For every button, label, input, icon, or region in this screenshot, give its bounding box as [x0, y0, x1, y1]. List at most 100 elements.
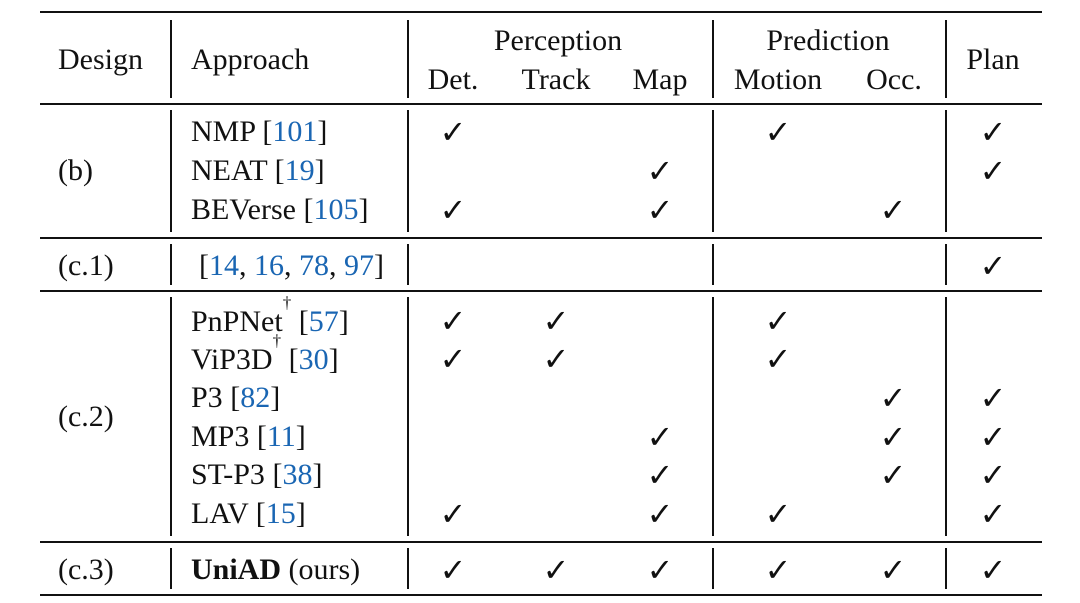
design-label: (c.2) — [58, 400, 114, 433]
column-separator — [945, 548, 947, 589]
design-label: (c.1) — [58, 249, 114, 282]
citation-link[interactable]: 78 — [299, 249, 329, 282]
approach-cell: P3 [82] — [191, 381, 281, 414]
approach-name: NEAT — [191, 154, 268, 187]
approach-suffix: (ours) — [281, 553, 361, 586]
check-mark-motion: ✓ — [764, 340, 792, 378]
column-separator — [712, 548, 714, 589]
column-separator — [945, 297, 947, 536]
header-motion: Motion — [733, 63, 823, 96]
check-mark-track: ✓ — [542, 302, 570, 340]
header-det: Det. — [427, 63, 479, 96]
check-mark-occ: ✓ — [879, 418, 907, 456]
approach-name: ST-P3 — [191, 458, 265, 491]
approach-name: NMP — [191, 115, 255, 148]
approach-name: MP3 — [191, 420, 250, 453]
approach-cell: LAV [15] — [191, 497, 306, 530]
check-mark-plan: ✓ — [979, 247, 1007, 285]
column-separator — [712, 244, 714, 285]
check-mark-motion: ✓ — [764, 113, 792, 151]
citation-link[interactable]: 101 — [272, 115, 318, 148]
group-rule-b — [40, 237, 1042, 239]
check-mark-det: ✓ — [439, 495, 467, 533]
citation-link[interactable]: 16 — [254, 249, 284, 282]
check-mark-motion: ✓ — [764, 551, 792, 589]
header-perception: Perception — [493, 24, 623, 57]
check-mark-occ: ✓ — [879, 191, 907, 229]
approach-cell: MP3 [11] — [191, 420, 306, 453]
check-mark-det: ✓ — [439, 340, 467, 378]
check-mark-map: ✓ — [646, 418, 674, 456]
column-separator — [407, 297, 409, 536]
check-mark-det: ✓ — [439, 551, 467, 589]
design-label: (b) — [58, 154, 93, 187]
citation-link[interactable]: 38 — [282, 458, 313, 491]
approach-name: UniAD — [191, 553, 282, 586]
citation-link[interactable]: 57 — [308, 305, 339, 338]
check-mark-det: ✓ — [439, 302, 467, 340]
header-map: Map — [632, 63, 688, 96]
group-rule-c1 — [40, 290, 1042, 292]
citation-link[interactable]: 30 — [298, 343, 329, 376]
column-separator — [407, 548, 409, 589]
group-rule-c2 — [40, 541, 1042, 543]
approach-name: BEVerse — [191, 193, 296, 226]
check-mark-map: ✓ — [646, 152, 674, 190]
approach-cell: ST-P3 [38] — [191, 458, 323, 491]
column-separator — [407, 244, 409, 285]
citation-link[interactable]: 19 — [284, 154, 315, 187]
check-mark-track: ✓ — [542, 551, 570, 589]
check-mark-plan: ✓ — [979, 495, 1007, 533]
top-rule — [40, 11, 1042, 14]
column-separator — [712, 20, 714, 98]
check-mark-det: ✓ — [439, 113, 467, 151]
check-mark-map: ✓ — [646, 495, 674, 533]
check-mark-plan: ✓ — [979, 418, 1007, 456]
check-mark-occ: ✓ — [879, 551, 907, 589]
column-separator — [407, 20, 409, 98]
check-mark-plan: ✓ — [979, 379, 1007, 417]
approach-cell: PnPNet† [57] — [191, 293, 349, 338]
approach-cell: NEAT [19] — [191, 154, 325, 187]
citation-link[interactable]: 105 — [313, 193, 359, 226]
column-separator — [170, 110, 172, 232]
check-mark-map: ✓ — [646, 551, 674, 589]
column-separator — [945, 244, 947, 285]
column-separator — [170, 297, 172, 536]
column-separator — [712, 110, 714, 232]
bottom-rule — [40, 594, 1042, 597]
check-mark-plan: ✓ — [979, 551, 1007, 589]
check-mark-occ: ✓ — [879, 379, 907, 417]
citation-link[interactable]: 15 — [265, 497, 296, 530]
dagger-marker: † — [272, 331, 282, 350]
check-mark-map: ✓ — [646, 456, 674, 494]
column-separator — [945, 110, 947, 232]
check-mark-plan: ✓ — [979, 152, 1007, 190]
citation-link[interactable]: 11 — [266, 420, 296, 453]
approach-cell: NMP [101] — [191, 115, 328, 148]
column-separator — [170, 20, 172, 98]
header-approach: Approach — [191, 43, 310, 76]
citation-link[interactable]: 97 — [344, 249, 374, 282]
citation-link[interactable]: 14 — [209, 249, 239, 282]
check-mark-track: ✓ — [542, 340, 570, 378]
check-mark-plan: ✓ — [979, 113, 1007, 151]
column-separator — [407, 110, 409, 232]
header-track: Track — [521, 63, 591, 96]
check-mark-plan: ✓ — [979, 456, 1007, 494]
header-design: Design — [58, 43, 143, 76]
column-separator — [170, 244, 172, 285]
approach-name: P3 — [191, 381, 223, 414]
check-mark-map: ✓ — [646, 191, 674, 229]
header-plan: Plan — [966, 43, 1020, 76]
approach-cell: [14, 16, 78, 97] — [199, 249, 384, 282]
column-separator — [712, 297, 714, 536]
design-label: (c.3) — [58, 553, 114, 586]
column-separator — [170, 548, 172, 589]
check-mark-motion: ✓ — [764, 302, 792, 340]
check-mark-motion: ✓ — [764, 495, 792, 533]
citation-link[interactable]: 82 — [240, 381, 271, 414]
approach-name: PnPNet — [191, 305, 283, 338]
approach-cell: UniAD (ours) — [191, 555, 360, 585]
